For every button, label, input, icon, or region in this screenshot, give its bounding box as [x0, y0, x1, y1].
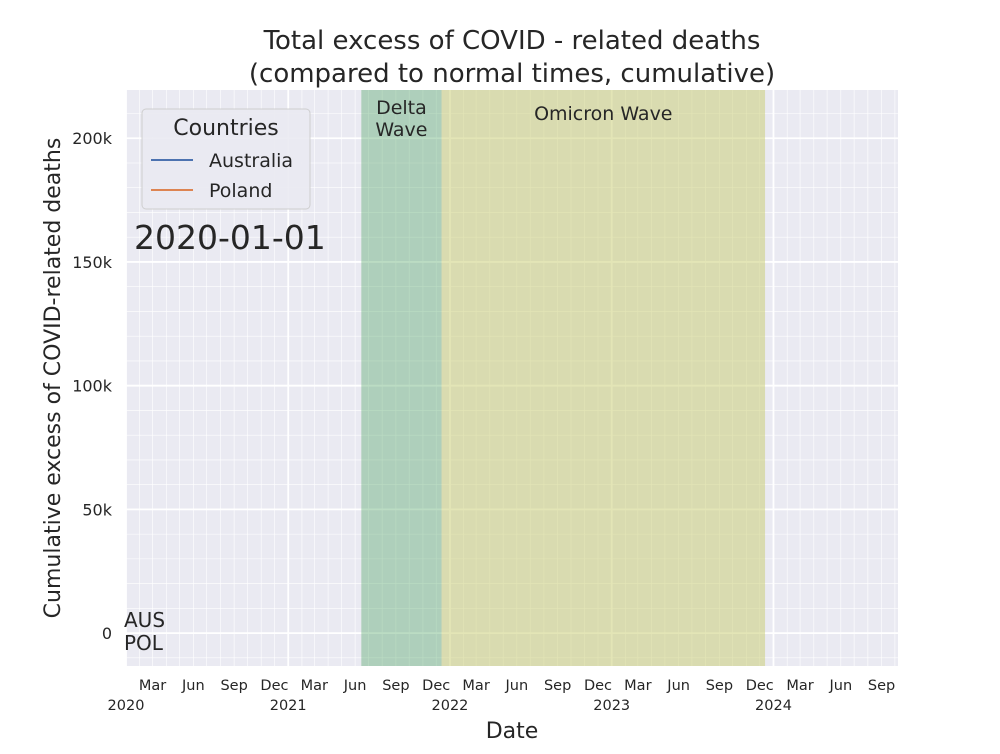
- x-tick-label-month: Dec: [422, 678, 450, 694]
- span-label: Delta: [376, 97, 427, 119]
- x-tick-label-month: Sep: [220, 678, 247, 694]
- x-tick-label-month: Mar: [462, 678, 489, 694]
- x-tick-label-month: Dec: [260, 678, 288, 694]
- span-label: Omicron Wave: [534, 103, 672, 125]
- x-tick-label-month: Jun: [505, 678, 529, 694]
- span-label: Wave: [375, 119, 427, 141]
- x-tick-label-month: Sep: [544, 678, 571, 694]
- chart-title-line1: Total excess of COVID - related deaths: [263, 26, 761, 56]
- legend-label-poland: Poland: [209, 180, 272, 202]
- x-tick-label-month: Sep: [868, 678, 895, 694]
- x-tick-label-month: Jun: [829, 678, 853, 694]
- x-tick-label-month: Dec: [584, 678, 612, 694]
- x-tick-label-year: 2023: [593, 698, 630, 714]
- date-annotation: 2020-01-01: [134, 218, 326, 257]
- x-tick-label-month: Sep: [706, 678, 733, 694]
- x-tick-label-year: 2022: [432, 698, 469, 714]
- series-end-label-aus: AUS: [124, 608, 165, 632]
- chart-title-line2: (compared to normal times, cumulative): [249, 59, 775, 89]
- series-end-label-pol: POL: [124, 631, 164, 655]
- x-tick-label-month: Sep: [382, 678, 409, 694]
- y-axis-label: Cumulative excess of COVID-related death…: [41, 138, 66, 619]
- span-omicron: [441, 90, 766, 666]
- x-tick-labels: Mar Jun Sep Dec Mar Jun Sep Dec Mar Jun Sep Dec Mar J…: [108, 678, 896, 714]
- span-delta: [361, 90, 442, 666]
- y-tick-label: 100k: [72, 377, 113, 396]
- x-tick-label-month: Jun: [343, 678, 367, 694]
- x-tick-label-month: Dec: [746, 678, 774, 694]
- x-tick-label-month: Mar: [139, 678, 166, 694]
- x-tick-label-year: 2024: [755, 698, 792, 714]
- y-tick-label: 50k: [82, 500, 112, 519]
- legend-title: Countries: [173, 116, 279, 141]
- x-tick-label-year: 2020: [108, 698, 145, 714]
- x-tick-label-month: Mar: [786, 678, 813, 694]
- y-tick-labels: 0 50k 100k 150k 200k: [72, 129, 113, 643]
- x-tick-label-month: Mar: [301, 678, 328, 694]
- legend: Countries Australia Poland: [141, 108, 311, 210]
- x-tick-label-month: Mar: [624, 678, 651, 694]
- legend-label-australia: Australia: [209, 150, 293, 172]
- legend-box: [141, 108, 311, 210]
- y-tick-label: 150k: [72, 253, 113, 272]
- y-tick-label: 200k: [72, 129, 113, 148]
- x-tick-label-month: Jun: [181, 678, 205, 694]
- x-axis-label: Date: [486, 719, 539, 744]
- x-tick-label-year: 2021: [270, 698, 307, 714]
- x-tick-label-month: Jun: [666, 678, 690, 694]
- y-tick-label: 0: [102, 624, 112, 643]
